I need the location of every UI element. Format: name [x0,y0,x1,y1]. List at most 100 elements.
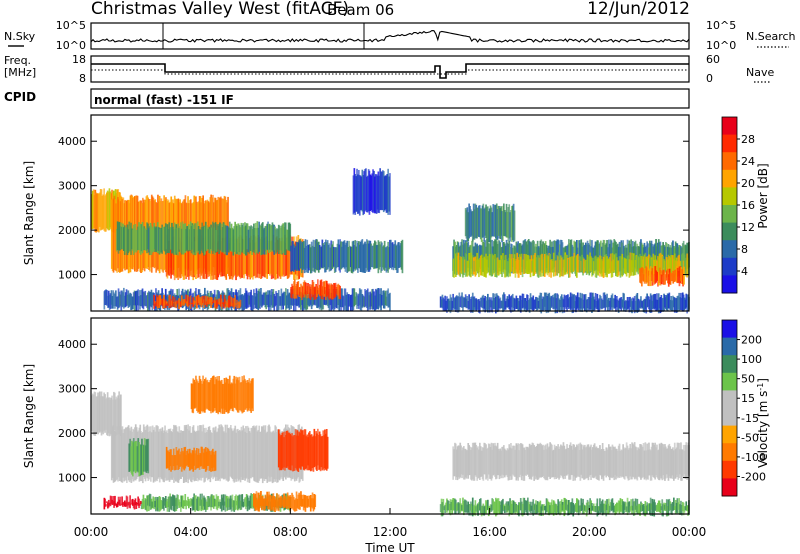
heatmap-cell [538,257,541,276]
heatmap-cell [198,297,201,306]
heatmap-cell [664,246,666,272]
colorbar-tick-label: 16 [741,199,755,212]
heatmap-cell [588,256,591,276]
heatmap-cell [371,289,373,310]
heatmap-cell [216,224,219,252]
heatmap-cell [153,497,155,510]
heatmap-cell [562,247,565,268]
heatmap-cell [562,442,565,480]
heatmap-cell [197,448,200,468]
heatmap-cell [477,446,479,479]
heatmap-cell [383,176,386,211]
heatmap-cell [457,502,460,514]
heatmap-cell [673,296,675,308]
heatmap-cell [512,297,515,309]
heatmap-cell [208,299,211,305]
heatmap-cell [506,448,509,478]
heatmap-cell [401,239,404,274]
heatmap-cell [230,223,233,252]
heatmap-cell [233,500,236,512]
heatmap-cell [454,257,456,275]
heatmap-cell [480,297,483,308]
heatmap-cell [134,291,137,306]
power-heatmap [91,168,690,314]
heatmap-cell [507,243,510,273]
heatmap-cell [250,225,252,252]
heatmap-cell [327,291,330,308]
heatmap-cell [277,499,279,509]
heatmap-cell [461,450,463,479]
heatmap-cell [230,428,233,478]
heatmap-cell [649,266,652,287]
heatmap-cell [186,501,188,506]
heatmap-cell [633,442,636,480]
heatmap-cell [331,296,333,310]
heatmap-cell [478,246,480,270]
heatmap-cell [203,381,205,411]
heatmap-cell [374,174,377,214]
heatmap-cell [162,226,164,251]
heatmap-cell [604,500,607,514]
heatmap-cell [550,259,552,278]
heatmap-cell [593,506,596,512]
heatmap-cell [503,448,506,478]
heatmap-cell [641,259,644,273]
heatmap-cell [183,500,186,507]
heatmap-cell [647,295,649,307]
heatmap-cell [616,257,618,277]
heatmap-cell [598,244,600,271]
heatmap-cell [521,244,524,273]
heatmap-cell [643,450,646,480]
heatmap-cell [136,290,139,306]
heatmap-cell [521,503,524,517]
heatmap-cell [305,291,308,311]
heatmap-cell [366,288,369,312]
heatmap-cell [249,226,252,251]
heatmap-cell [458,503,461,514]
heatmap-cell [163,294,165,309]
heatmap-cell [520,253,523,272]
heatmap-cell [211,297,213,305]
heatmap-cell [559,299,561,313]
heatmap-cell [298,296,300,308]
heatmap-cell [128,443,131,472]
heatmap-cell [506,242,509,270]
heatmap-cell [357,174,359,214]
heatmap-cell [676,442,679,478]
heatmap-cell [239,288,242,309]
heatmap-cell [658,500,661,513]
heatmap-cell [378,288,381,306]
heatmap-cell [492,443,494,476]
heatmap-cell [260,288,262,306]
heatmap-cell [216,496,219,511]
heatmap-cell [520,501,523,516]
heatmap-cell [386,290,389,306]
heatmap-cell [349,296,351,306]
colorbar-segment [722,169,737,188]
heatmap-cell [352,175,355,215]
heatmap-cell [106,290,108,306]
heatmap-cell [160,227,163,253]
heatmap-cell [620,297,623,312]
heatmap-cell [307,245,309,273]
heatmap-cell [293,435,295,471]
heatmap-cell [662,242,664,267]
heatmap-cell [650,446,653,481]
heatmap-cell [494,293,496,309]
heatmap-cell [238,242,241,278]
heatmap-cell [197,496,200,512]
heatmap-cell [665,446,667,479]
heatmap-cell [115,432,118,481]
heatmap-cell [136,446,139,471]
heatmap-cell [556,293,559,314]
heatmap-cell [299,291,301,307]
heatmap-cell [312,288,315,305]
heatmap-cell [177,300,179,303]
heatmap-cell [495,203,498,241]
heatmap-cell [295,435,298,470]
heatmap-cell [543,506,546,511]
heatmap-cell [487,293,489,313]
heatmap-cell [111,296,114,309]
heatmap-cell [192,450,195,472]
heatmap-cell [503,294,506,310]
